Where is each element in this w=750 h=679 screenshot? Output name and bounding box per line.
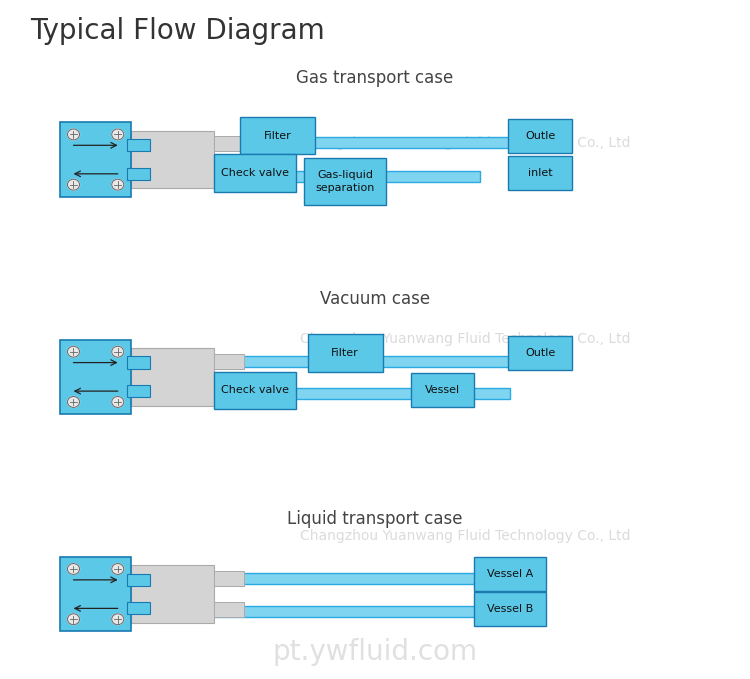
FancyBboxPatch shape — [128, 602, 150, 614]
FancyBboxPatch shape — [308, 335, 382, 372]
FancyBboxPatch shape — [214, 372, 296, 409]
FancyBboxPatch shape — [131, 565, 214, 623]
FancyBboxPatch shape — [214, 168, 244, 183]
Text: Typical Flow Diagram: Typical Flow Diagram — [30, 17, 325, 45]
Text: Vessel A: Vessel A — [487, 569, 533, 579]
FancyBboxPatch shape — [304, 158, 386, 205]
FancyBboxPatch shape — [214, 602, 244, 617]
FancyBboxPatch shape — [128, 574, 150, 586]
Text: Vessel B: Vessel B — [487, 604, 533, 614]
FancyBboxPatch shape — [475, 557, 545, 591]
FancyBboxPatch shape — [60, 340, 131, 414]
Text: Outle: Outle — [525, 348, 555, 358]
Text: Changzhou Yuanwang Fluid Technology Co., Ltd: Changzhou Yuanwang Fluid Technology Co.,… — [300, 530, 630, 543]
FancyBboxPatch shape — [214, 154, 296, 191]
Circle shape — [112, 397, 124, 407]
FancyBboxPatch shape — [214, 571, 244, 586]
FancyBboxPatch shape — [172, 573, 540, 584]
FancyBboxPatch shape — [131, 348, 214, 405]
FancyBboxPatch shape — [128, 385, 150, 397]
Text: Check valve: Check valve — [221, 168, 289, 178]
FancyBboxPatch shape — [509, 336, 572, 370]
Circle shape — [112, 614, 124, 625]
FancyBboxPatch shape — [128, 356, 150, 369]
FancyBboxPatch shape — [214, 385, 244, 400]
Text: Changzhou Yuanwang Fluid Technology Co., Ltd: Changzhou Yuanwang Fluid Technology Co.,… — [300, 333, 630, 346]
Text: Outle: Outle — [525, 131, 555, 141]
Text: Liquid transport case: Liquid transport case — [287, 511, 463, 528]
FancyBboxPatch shape — [172, 388, 510, 399]
Text: Changzhou Yuanwang Fluid Technology Co., Ltd: Changzhou Yuanwang Fluid Technology Co.,… — [300, 136, 630, 149]
Text: inlet: inlet — [528, 168, 552, 178]
FancyBboxPatch shape — [475, 592, 545, 626]
Circle shape — [112, 564, 124, 574]
Text: Filter: Filter — [264, 131, 291, 141]
Circle shape — [112, 346, 124, 357]
FancyBboxPatch shape — [60, 557, 131, 631]
Circle shape — [68, 397, 80, 407]
FancyBboxPatch shape — [172, 606, 540, 617]
FancyBboxPatch shape — [509, 119, 572, 153]
FancyBboxPatch shape — [172, 171, 480, 182]
Text: pt.ywfluid.com: pt.ywfluid.com — [272, 638, 478, 666]
Circle shape — [112, 129, 124, 140]
Text: Gas transport case: Gas transport case — [296, 69, 454, 87]
FancyBboxPatch shape — [509, 156, 572, 190]
FancyBboxPatch shape — [172, 356, 570, 367]
FancyBboxPatch shape — [240, 117, 315, 154]
FancyBboxPatch shape — [131, 130, 214, 188]
Circle shape — [112, 179, 124, 190]
FancyBboxPatch shape — [172, 137, 570, 148]
FancyBboxPatch shape — [128, 168, 150, 180]
Circle shape — [68, 129, 80, 140]
Text: Vessel: Vessel — [425, 386, 460, 395]
Circle shape — [68, 179, 80, 190]
Circle shape — [68, 564, 80, 574]
FancyBboxPatch shape — [214, 354, 244, 369]
FancyBboxPatch shape — [214, 136, 244, 151]
Text: Gas-liquid
separation: Gas-liquid separation — [315, 170, 375, 193]
FancyBboxPatch shape — [411, 373, 474, 407]
Text: Filter: Filter — [332, 348, 358, 358]
Circle shape — [68, 346, 80, 357]
FancyBboxPatch shape — [128, 139, 150, 151]
FancyBboxPatch shape — [60, 122, 131, 197]
Circle shape — [68, 614, 80, 625]
Text: Check valve: Check valve — [221, 386, 289, 395]
Text: Vacuum case: Vacuum case — [320, 290, 430, 308]
